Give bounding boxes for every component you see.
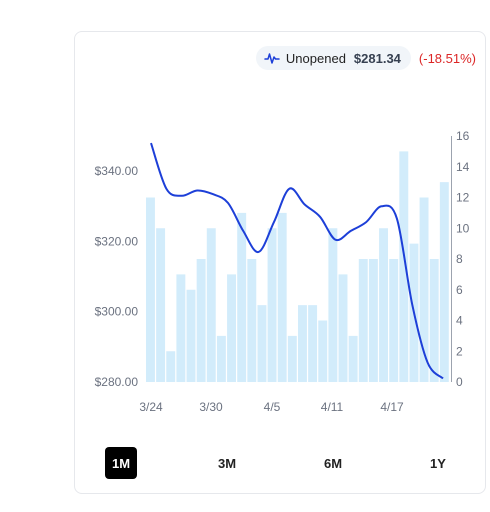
- volume-bar: [308, 305, 318, 383]
- volume-bar: [176, 274, 186, 383]
- volume-bars: [146, 151, 449, 383]
- left-axis: $340.00 $320.00 $300.00 $280.00: [95, 164, 139, 389]
- line-chart-icon: [264, 52, 280, 64]
- volume-bar: [146, 197, 155, 382]
- series-name: Unopened: [285, 50, 346, 66]
- chart-legend: Unopened $281.34 (-18.51%): [255, 46, 476, 70]
- volume-bar: [298, 305, 307, 383]
- range-tab-3m[interactable]: 3M: [217, 455, 237, 471]
- range-tab-1m[interactable]: 1M: [105, 447, 137, 479]
- right-axis-tick-label: 8: [456, 252, 463, 266]
- volume-bar: [318, 320, 328, 382]
- volume-bar: [379, 228, 388, 382]
- series-pill[interactable]: Unopened $281.34: [255, 46, 411, 70]
- volume-bar: [257, 305, 267, 383]
- left-axis-tick-label: $300.00: [95, 305, 139, 319]
- x-axis-tick-label: 4/11: [321, 400, 344, 414]
- price-line: [150, 142, 444, 380]
- volume-bar: [206, 228, 216, 382]
- volume-bar: [186, 289, 196, 382]
- range-tab-6m[interactable]: 6M: [323, 455, 343, 471]
- volume-bar: [196, 259, 206, 382]
- right-axis-tick-label: 0: [456, 375, 463, 389]
- volume-bar: [277, 212, 287, 383]
- volume-bar: [358, 259, 368, 382]
- right-axis-tick-label: 2: [456, 344, 463, 358]
- left-axis-tick-label: $280.00: [95, 375, 139, 389]
- x-axis-tick-label: 3/30: [199, 400, 223, 414]
- right-axis-tick-label: 12: [456, 191, 470, 205]
- volume-bar: [419, 197, 429, 382]
- range-tabs: 1M 3M 6M 1Y: [0, 447, 490, 479]
- volume-bar: [328, 228, 338, 382]
- volume-bar: [439, 182, 449, 383]
- volume-bar: [227, 274, 236, 383]
- price-volume-chart: $340.00 $320.00 $300.00 $280.00 16 14 12 10 8 6 4…: [95, 129, 470, 414]
- volume-bar: [399, 151, 409, 383]
- volume-bar: [368, 259, 378, 382]
- volume-bar: [166, 351, 176, 382]
- x-axis-tick-label: 4/5: [264, 400, 281, 414]
- volume-bar: [156, 228, 166, 382]
- range-tab-1y[interactable]: 1Y: [430, 455, 446, 471]
- right-axis: 16 14 12 10 8 6 4 2 0: [451, 129, 470, 389]
- right-axis-tick-label: 16: [456, 129, 470, 143]
- series-current-value: $281.34: [353, 50, 401, 66]
- x-axis: 3/24 3/30 4/5 4/11 4/17: [139, 400, 404, 414]
- volume-bar: [267, 228, 277, 382]
- volume-bar: [348, 335, 358, 383]
- left-axis-tick-label: $340.00: [95, 164, 139, 178]
- right-axis-tick-label: 10: [456, 221, 470, 235]
- left-axis-tick-label: $320.00: [95, 234, 139, 248]
- volume-bar: [429, 259, 439, 382]
- right-axis-tick-label: 4: [456, 314, 463, 328]
- x-axis-tick-label: 4/17: [380, 400, 404, 414]
- right-axis-tick-label: 6: [456, 283, 463, 297]
- volume-bar: [216, 335, 226, 383]
- right-axis-tick-label: 14: [456, 160, 470, 174]
- x-axis-tick-label: 3/24: [139, 400, 163, 414]
- price-line-path: [150, 142, 444, 380]
- volume-bar: [287, 335, 297, 383]
- series-change: (-18.51%): [418, 50, 476, 66]
- volume-bar: [247, 259, 257, 382]
- volume-bar: [338, 274, 348, 383]
- volume-bar: [389, 259, 399, 382]
- volume-bar: [237, 212, 247, 383]
